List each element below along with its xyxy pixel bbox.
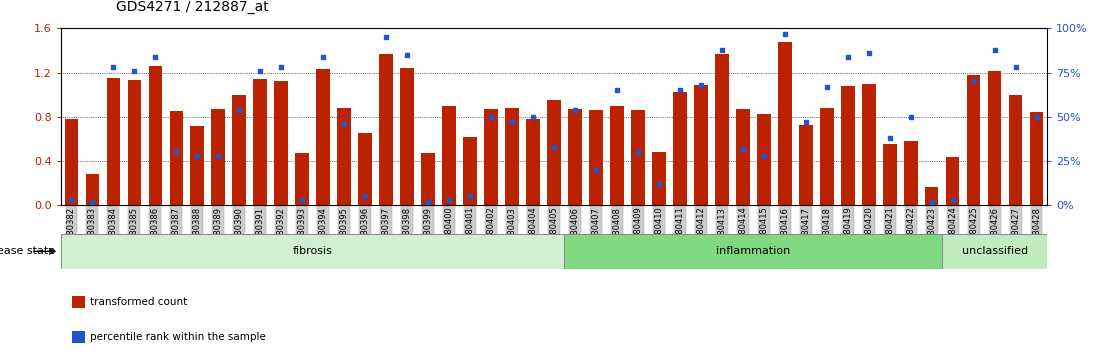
Bar xyxy=(942,234,1047,269)
Bar xyxy=(275,81,288,205)
Bar xyxy=(64,119,79,205)
Bar xyxy=(653,152,666,205)
Bar xyxy=(757,114,771,205)
Bar xyxy=(904,141,917,205)
Bar xyxy=(736,109,750,205)
Bar xyxy=(967,75,981,205)
Bar xyxy=(191,126,204,205)
Bar xyxy=(400,68,414,205)
Bar xyxy=(148,66,162,205)
Bar xyxy=(611,106,624,205)
Bar xyxy=(568,109,582,205)
Bar xyxy=(925,187,938,205)
Bar xyxy=(442,106,455,205)
Bar xyxy=(212,109,225,205)
Bar xyxy=(484,109,497,205)
Bar xyxy=(673,92,687,205)
Bar xyxy=(317,69,330,205)
Bar xyxy=(127,80,141,205)
Text: disease state: disease state xyxy=(0,246,55,256)
Bar xyxy=(715,54,729,205)
Bar xyxy=(589,110,603,205)
Text: percentile rank within the sample: percentile rank within the sample xyxy=(90,332,266,342)
Bar xyxy=(61,234,564,269)
Bar xyxy=(632,110,645,205)
Text: transformed count: transformed count xyxy=(90,297,187,307)
Bar xyxy=(988,72,1002,205)
Bar xyxy=(233,95,246,205)
Bar xyxy=(820,108,833,205)
Bar xyxy=(526,119,540,205)
Bar xyxy=(463,137,476,205)
Bar xyxy=(883,144,896,205)
Bar xyxy=(778,42,791,205)
Bar xyxy=(337,108,351,205)
Bar xyxy=(694,85,708,205)
Bar xyxy=(379,54,393,205)
Bar xyxy=(1029,113,1044,205)
Text: fibrosis: fibrosis xyxy=(293,246,332,256)
Bar xyxy=(106,78,120,205)
Bar xyxy=(170,111,183,205)
Bar xyxy=(296,153,309,205)
Text: unclassified: unclassified xyxy=(962,246,1027,256)
Bar xyxy=(421,153,435,205)
Bar xyxy=(946,156,960,205)
Bar xyxy=(841,86,854,205)
Bar xyxy=(85,175,100,205)
Bar xyxy=(254,79,267,205)
Bar xyxy=(564,234,942,269)
Bar xyxy=(799,125,812,205)
Bar xyxy=(547,100,561,205)
Bar xyxy=(1008,95,1023,205)
Bar xyxy=(358,133,372,205)
Bar xyxy=(505,108,519,205)
Text: inflammation: inflammation xyxy=(716,246,790,256)
Bar xyxy=(862,84,875,205)
Text: GDS4271 / 212887_at: GDS4271 / 212887_at xyxy=(116,0,269,14)
